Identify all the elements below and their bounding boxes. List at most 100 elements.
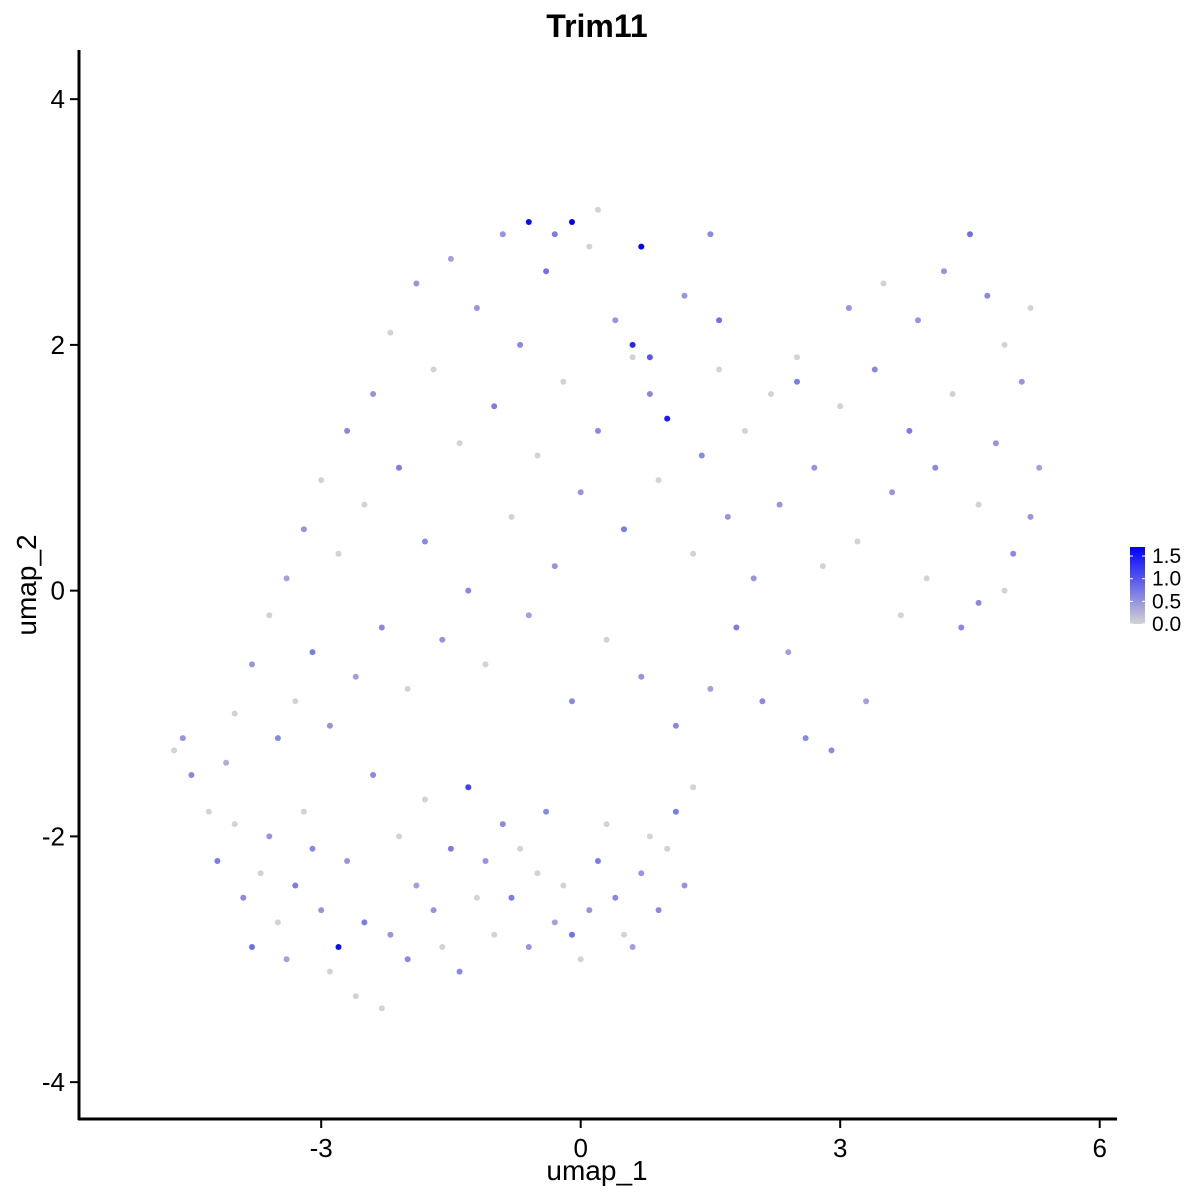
data-point [344, 427, 351, 434]
data-point [413, 882, 420, 889]
data-point [690, 550, 697, 557]
colorbar-tick-label: 0.5 [1152, 590, 1181, 613]
data-point [621, 526, 627, 533]
data-point [958, 624, 965, 631]
data-point [638, 243, 645, 250]
data-point [932, 464, 939, 471]
data-point [595, 427, 601, 434]
data-point [430, 366, 437, 373]
data-point [577, 956, 584, 963]
data-point [1036, 464, 1043, 471]
data-point [629, 354, 636, 361]
data-point [768, 391, 774, 397]
data-point [638, 870, 645, 877]
data-point [318, 477, 325, 484]
data-point [439, 636, 446, 643]
data-point [249, 661, 255, 668]
x-tick-label: 0 [573, 1133, 587, 1163]
x-tick-label: -3 [310, 1133, 333, 1163]
data-point [1027, 305, 1034, 311]
data-point [361, 501, 368, 508]
data-point [811, 464, 818, 471]
data-point [560, 882, 567, 889]
data-point [309, 649, 316, 656]
data-point [1027, 513, 1034, 520]
chart-title: Trim11 [546, 8, 647, 44]
data-point [655, 907, 662, 914]
data-point [1001, 587, 1008, 594]
data-point [309, 845, 316, 852]
data-point [889, 489, 896, 496]
colorbar-tick-label: 1.0 [1152, 568, 1181, 591]
data-point [595, 206, 601, 213]
data-point [863, 698, 870, 705]
data-point [551, 563, 558, 570]
data-point [240, 894, 247, 901]
colorbar-tick-label: 0.0 [1152, 613, 1181, 636]
data-point [266, 833, 273, 840]
data-point [456, 440, 463, 447]
data-point [612, 894, 619, 901]
data-point [525, 612, 532, 619]
data-point [776, 501, 783, 508]
y-tick-label: -2 [42, 821, 65, 851]
x-axis-ticks: -3 0 3 6 [310, 1119, 1107, 1163]
data-point [465, 784, 472, 791]
colorbar-tick-label: 1.5 [1152, 545, 1181, 568]
data-point [283, 956, 290, 963]
data-point [283, 575, 290, 582]
data-point [707, 685, 714, 692]
data-point [854, 538, 861, 545]
data-point [465, 587, 472, 594]
data-point [603, 821, 610, 828]
data-point [292, 882, 299, 889]
data-point [396, 464, 402, 471]
data-point [447, 845, 454, 852]
y-axis-title: umap_2 [11, 534, 42, 635]
data-point [266, 612, 273, 619]
data-point [274, 735, 281, 742]
data-point [292, 698, 299, 705]
data-point [759, 698, 766, 705]
data-point [508, 894, 515, 901]
data-point [612, 317, 619, 324]
data-point [205, 808, 212, 815]
data-point [551, 231, 558, 238]
data-point [621, 931, 627, 938]
data-point [404, 685, 411, 692]
data-point [473, 305, 480, 311]
data-point [975, 599, 982, 606]
data-point [655, 477, 662, 484]
x-axis-title: umap_1 [546, 1155, 647, 1186]
y-tick-label: 4 [51, 84, 65, 114]
data-point [370, 772, 377, 778]
data-point [499, 231, 506, 238]
data-point [707, 231, 714, 238]
data-point [672, 808, 679, 815]
data-point [214, 858, 221, 864]
data-point [543, 808, 550, 815]
data-point [664, 845, 671, 852]
data-point [828, 747, 835, 754]
data-point [534, 452, 541, 459]
data-point [378, 1005, 385, 1012]
colorbar-ticks: 0.00.51.01.5 [1130, 545, 1181, 636]
data-point [335, 944, 342, 950]
data-point [370, 391, 377, 397]
data-point [361, 919, 368, 926]
data-point [750, 575, 757, 582]
data-point [318, 907, 325, 914]
data-point [491, 931, 498, 938]
data-point [300, 808, 307, 815]
data-point [231, 821, 238, 828]
data-point [473, 894, 480, 901]
data-point [569, 931, 575, 938]
data-point [603, 636, 610, 643]
data-point [629, 341, 636, 348]
data-point [794, 378, 800, 385]
data-point [923, 575, 930, 582]
y-tick-label: -4 [42, 1067, 65, 1097]
data-point [984, 292, 991, 299]
y-tick-label: 0 [51, 576, 65, 606]
